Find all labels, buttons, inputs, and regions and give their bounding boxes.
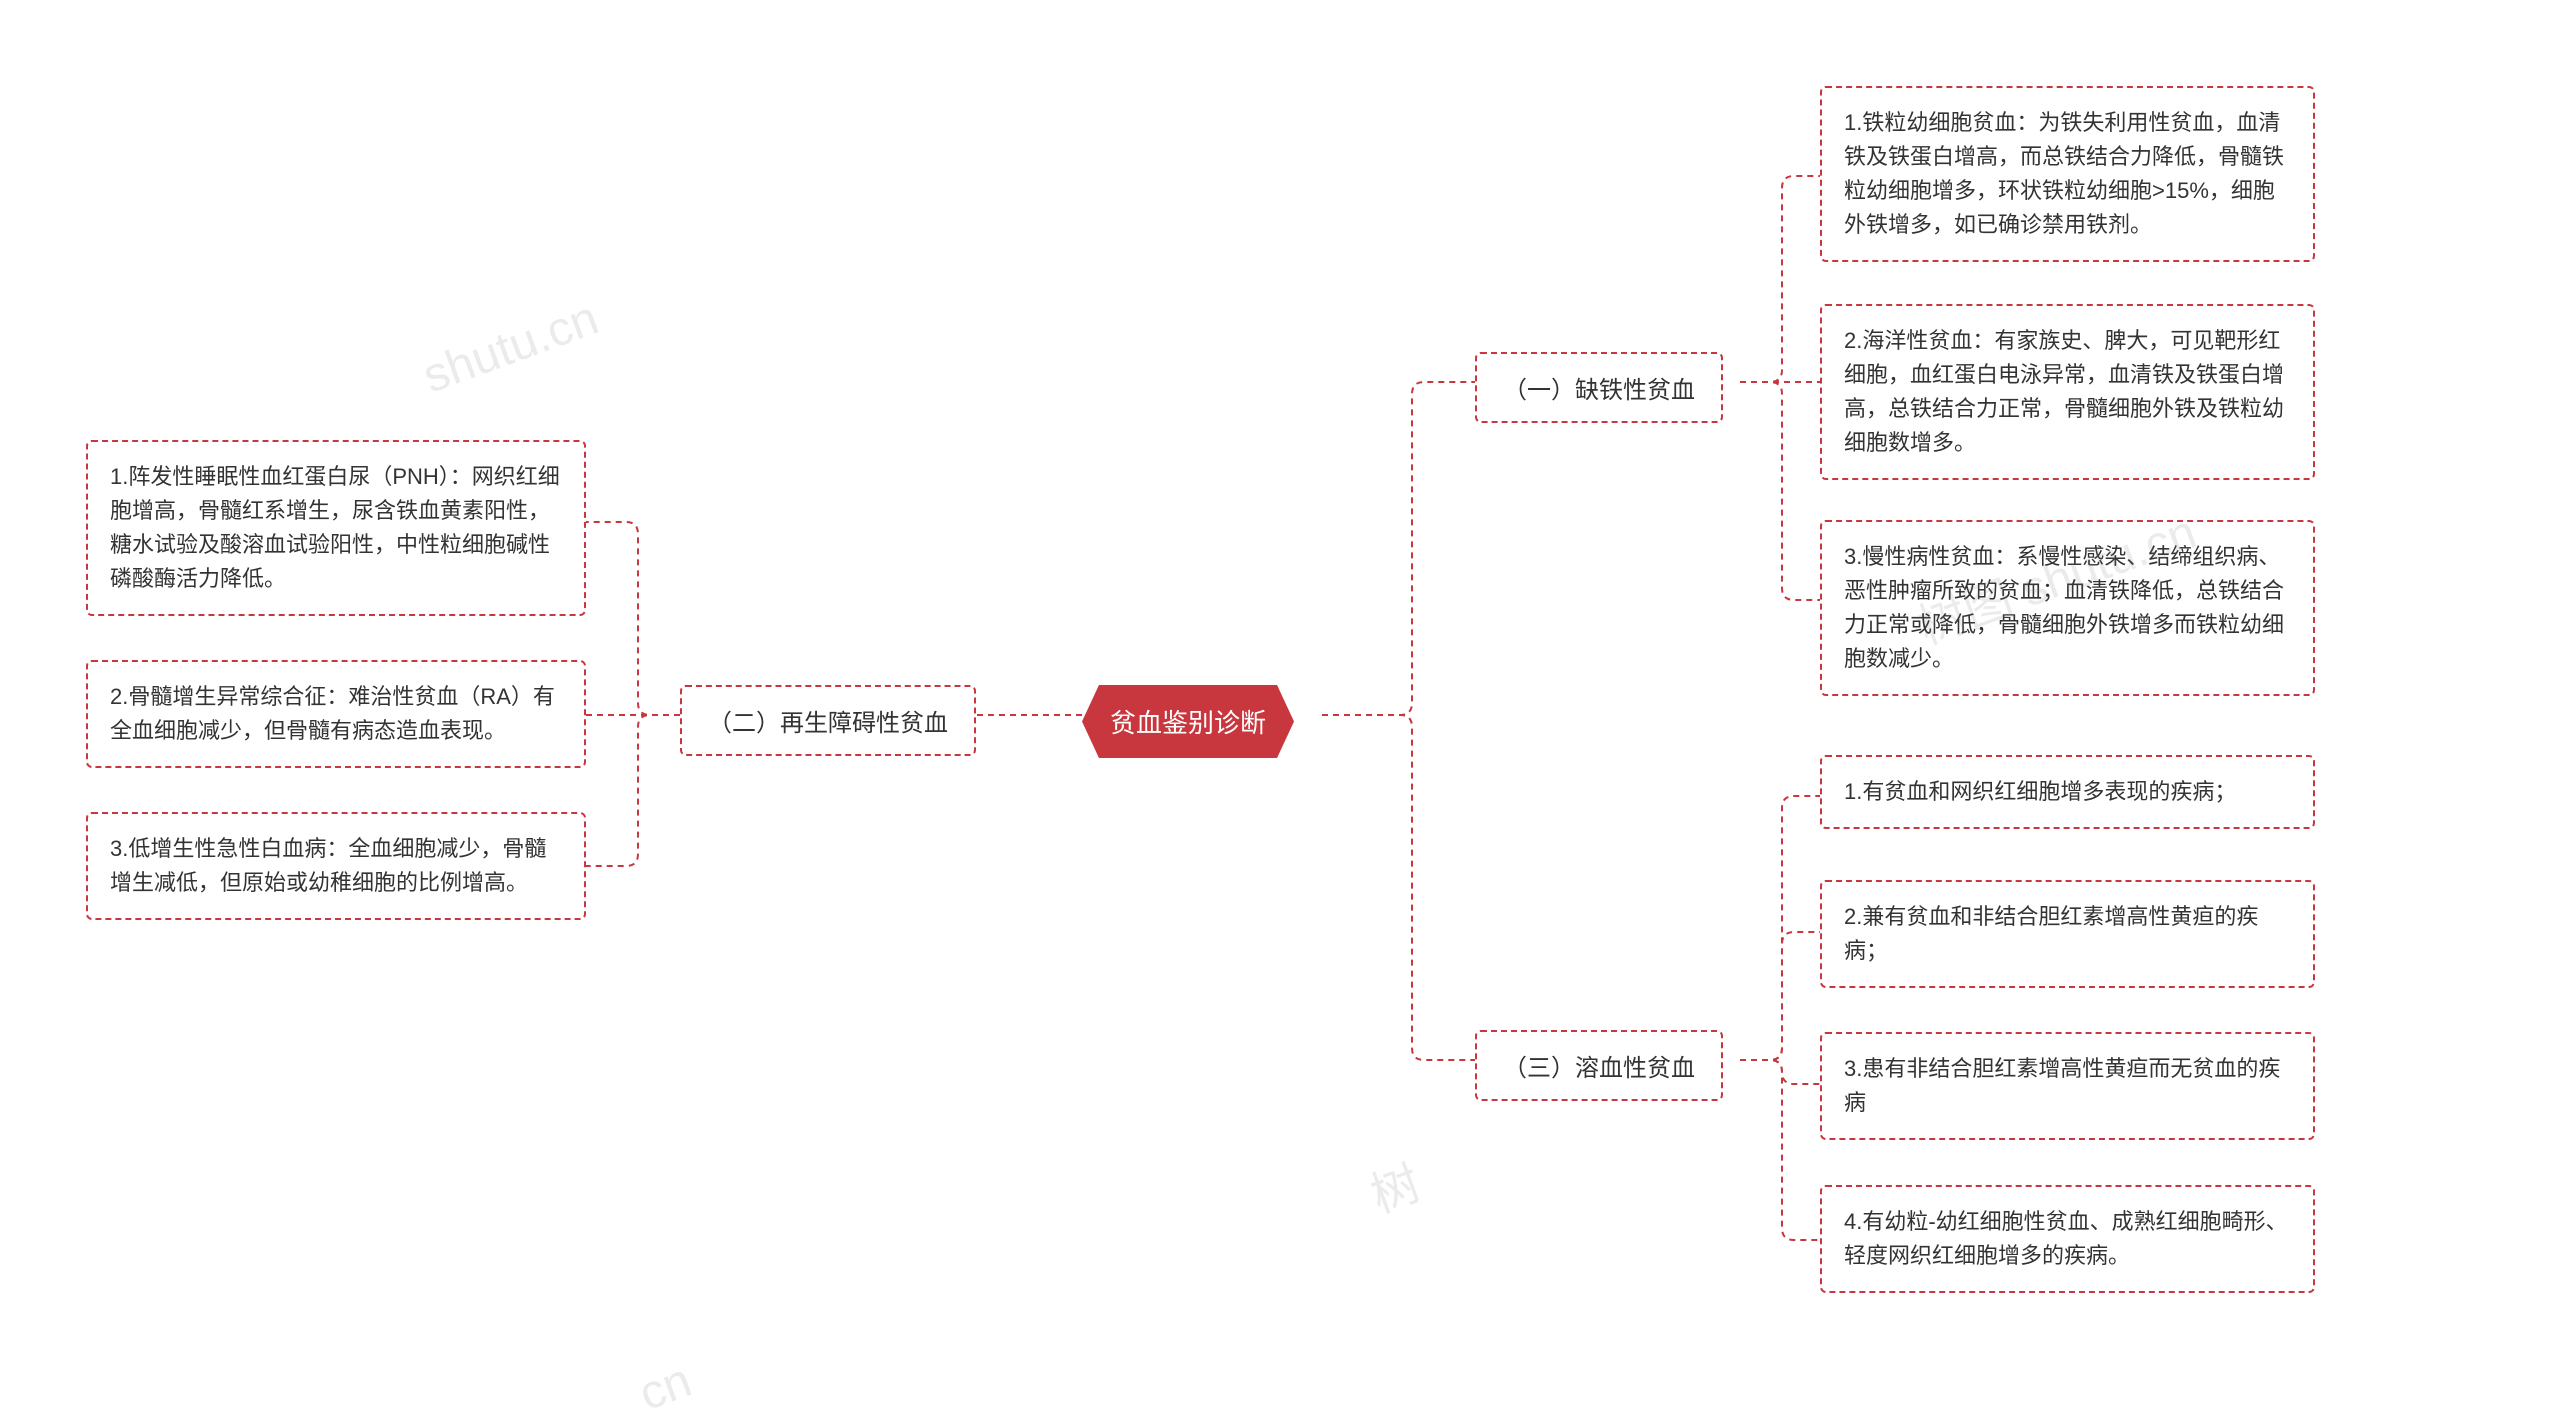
branch-node-b2: （二）再生障碍性贫血 [680, 685, 976, 756]
leaf-node-b3-1: 2.兼有贫血和非结合胆红素增高性黄疸的疾病； [1820, 880, 2315, 988]
connector-path [1740, 176, 1820, 382]
mindmap-canvas: 贫血鉴别诊断 （一）缺铁性贫血 1.铁粒幼细胞贫血：为铁失利用性贫血，血清铁及铁蛋… [0, 0, 2560, 1414]
connector-path [586, 715, 680, 866]
connector-path [1322, 715, 1475, 1060]
center-node: 贫血鉴别诊断 [1082, 685, 1294, 758]
connector-path [1740, 1060, 1820, 1240]
leaf-node-b3-3: 4.有幼粒-幼红细胞性贫血、成熟红细胞畸形、轻度网织红细胞增多的疾病。 [1820, 1185, 2315, 1293]
watermark-text: 树 [1359, 1144, 1428, 1226]
leaf-node-b1-2: 3.慢性病性贫血：系慢性感染、结缔组织病、恶性肿瘤所致的贫血；血清铁降低，总铁结… [1820, 520, 2315, 696]
leaf-node-b3-0: 1.有贫血和网织红细胞增多表现的疾病； [1820, 755, 2315, 829]
connector-path [1740, 796, 1820, 1060]
leaf-node-b3-2: 3.患有非结合胆红素增高性黄疸而无贫血的疾病 [1820, 1032, 2315, 1140]
leaf-node-b2-2: 3.低增生性急性白血病：全血细胞减少，骨髓增生减低，但原始或幼稚细胞的比例增高。 [86, 812, 586, 920]
leaf-node-b2-0: 1.阵发性睡眠性血红蛋白尿（PNH）：网织红细胞增高，骨髓红系增生，尿含铁血黄素… [86, 440, 586, 616]
leaf-node-b2-1: 2.骨髓增生异常综合征：难治性贫血（RA）有全血细胞减少，但骨髓有病态造血表现。 [86, 660, 586, 768]
connector-path [1740, 382, 1820, 600]
branch-node-b1: （一）缺铁性贫血 [1475, 352, 1723, 423]
connector-path [586, 522, 680, 715]
watermark-text: cn [632, 1353, 698, 1422]
connector-path [1740, 932, 1820, 1060]
watermark-text: shutu.cn [416, 291, 605, 405]
leaf-node-b1-1: 2.海洋性贫血：有家族史、脾大，可见靶形红细胞，血红蛋白电泳异常，血清铁及铁蛋白… [1820, 304, 2315, 480]
leaf-node-b1-0: 1.铁粒幼细胞贫血：为铁失利用性贫血，血清铁及铁蛋白增高，而总铁结合力降低，骨髓… [1820, 86, 2315, 262]
branch-node-b3: （三）溶血性贫血 [1475, 1030, 1723, 1101]
connector-path [1740, 1060, 1820, 1084]
connector-path [1322, 382, 1475, 715]
